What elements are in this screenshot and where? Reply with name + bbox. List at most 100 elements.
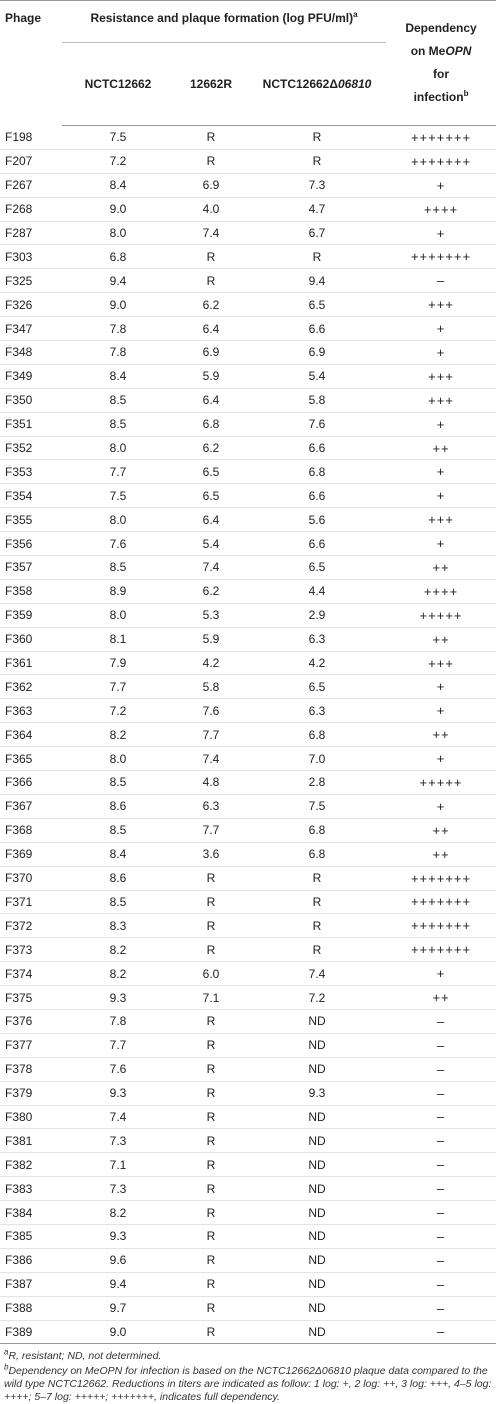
table-row: F384 8.2 R ND – — [0, 1200, 496, 1225]
value-cell: 8.5 — [62, 388, 174, 413]
value-cell: + — [386, 412, 496, 437]
value-cell: 6.9 — [174, 173, 248, 198]
value-cell: ++++ — [386, 579, 496, 604]
value-cell: 7.4 — [174, 221, 248, 246]
value-cell: 5.8 — [174, 674, 248, 700]
table-row: F369 8.4 3.6 6.8 ++ — [0, 842, 496, 867]
value-cell: 8.0 — [62, 221, 174, 246]
value-cell: 6.2 — [174, 579, 248, 604]
value-cell: +++++ — [386, 603, 496, 628]
value-cell: – — [386, 1200, 496, 1225]
value-cell: 7.7 — [62, 674, 174, 700]
value-cell: 5.4 — [248, 364, 387, 389]
value-cell: ND — [248, 1009, 387, 1034]
table-row: F370 8.6 R R +++++++ — [0, 866, 496, 891]
header-text: for — [433, 67, 450, 81]
phage-cell: F376 — [0, 1009, 62, 1034]
phage-cell: F385 — [0, 1224, 62, 1249]
phage-cell: F364 — [0, 722, 62, 748]
table-row: F388 9.7 R ND – — [0, 1296, 496, 1321]
value-cell: ++ — [386, 842, 496, 867]
table: Phage Resistance and plaque formation (l… — [0, 0, 496, 1345]
value-cell: + — [386, 483, 496, 509]
table-row: F360 8.1 5.9 6.3 ++ — [0, 627, 496, 652]
value-cell: R — [248, 149, 387, 174]
table-row: F356 7.6 5.4 6.6 + — [0, 531, 496, 557]
phage-cell: F207 — [0, 149, 62, 174]
value-cell: R — [174, 268, 248, 294]
value-cell: 8.5 — [62, 412, 174, 437]
header-text: 06810 — [337, 76, 372, 91]
header-cell: Phage — [0, 0, 62, 126]
value-cell: 8.0 — [62, 746, 174, 772]
value-cell: R — [174, 149, 248, 174]
value-cell: R — [174, 937, 248, 963]
table-row: F376 7.8 R ND – — [0, 1009, 496, 1034]
value-cell: 7.5 — [62, 125, 174, 150]
value-cell: + — [386, 173, 496, 198]
table-body: F198 7.5 R R +++++++ F207 7.2 R R +++++++ F267 8.4 6… — [0, 125, 496, 1345]
value-cell: 5.6 — [248, 507, 387, 533]
value-cell: 6.2 — [174, 436, 248, 461]
value-cell: – — [386, 1033, 496, 1058]
table-row: F381 7.3 R ND – — [0, 1128, 496, 1154]
header-cell: Resistance and plaque formation (log PFU… — [62, 0, 387, 43]
value-cell: 7.4 — [174, 555, 248, 580]
value-cell: 3.6 — [174, 842, 248, 867]
phage-cell: F371 — [0, 890, 62, 915]
table-row: F267 8.4 6.9 7.3 + — [0, 173, 496, 198]
value-cell: R — [174, 1057, 248, 1082]
header-text: 12662R — [189, 76, 233, 91]
value-cell: ND — [248, 1320, 387, 1345]
footnote: aR, resistant; ND, not determined. — [4, 1348, 492, 1363]
header-cell: Dependency on MeOPN for infectionb — [386, 0, 496, 126]
value-cell: 5.4 — [174, 531, 248, 557]
phage-cell: F369 — [0, 842, 62, 867]
table-row: F365 8.0 7.4 7.0 + — [0, 746, 496, 772]
value-cell: 8.4 — [62, 173, 174, 198]
phage-cell: F348 — [0, 340, 62, 365]
value-cell: 8.5 — [62, 890, 174, 915]
table-row: F287 8.0 7.4 6.7 + — [0, 221, 496, 246]
footnote-text: R, resistant; ND, not determined. — [8, 1350, 162, 1363]
table-row: F363 7.2 7.6 6.3 + — [0, 698, 496, 724]
value-cell: + — [386, 698, 496, 724]
table-row: F371 8.5 R R +++++++ — [0, 890, 496, 915]
header-cell: 12662R — [174, 42, 248, 126]
value-cell: 7.7 — [62, 459, 174, 485]
phage-cell: F326 — [0, 292, 62, 318]
phage-cell: F377 — [0, 1033, 62, 1058]
value-cell: 7.1 — [174, 985, 248, 1010]
value-cell: 6.7 — [248, 221, 387, 246]
value-cell: +++++++ — [386, 913, 496, 939]
value-cell: +++++++ — [386, 149, 496, 174]
value-cell: +++ — [386, 651, 496, 676]
value-cell: 7.3 — [62, 1176, 174, 1202]
phage-cell: F375 — [0, 985, 62, 1010]
phage-cell: F381 — [0, 1128, 62, 1154]
phage-cell: F387 — [0, 1272, 62, 1297]
value-cell: 6.0 — [174, 961, 248, 987]
value-cell: 8.6 — [62, 866, 174, 891]
header-text: Resistance and plaque formation (log PFU… — [90, 11, 354, 25]
table-row: F382 7.1 R ND – — [0, 1152, 496, 1178]
phage-cell: F198 — [0, 125, 62, 150]
value-cell: 6.9 — [174, 340, 248, 365]
table-row: F349 8.4 5.9 5.4 +++ — [0, 364, 496, 389]
value-cell: ++++ — [386, 197, 496, 222]
value-cell: ++ — [386, 722, 496, 748]
table-row: F378 7.6 R ND – — [0, 1057, 496, 1082]
phage-cell: F383 — [0, 1176, 62, 1202]
table-row: F375 9.3 7.1 7.2 ++ — [0, 985, 496, 1010]
value-cell: 8.2 — [62, 722, 174, 748]
phage-cell: F347 — [0, 316, 62, 342]
value-cell: – — [386, 1296, 496, 1321]
value-cell: + — [386, 459, 496, 485]
header-text: Dependency — [405, 21, 477, 35]
value-cell: 4.2 — [174, 651, 248, 676]
value-cell: R — [174, 1224, 248, 1249]
value-cell: 7.2 — [248, 985, 387, 1010]
table-row: F383 7.3 R ND – — [0, 1176, 496, 1202]
phage-cell: F325 — [0, 268, 62, 294]
header-text: infection — [413, 90, 464, 104]
